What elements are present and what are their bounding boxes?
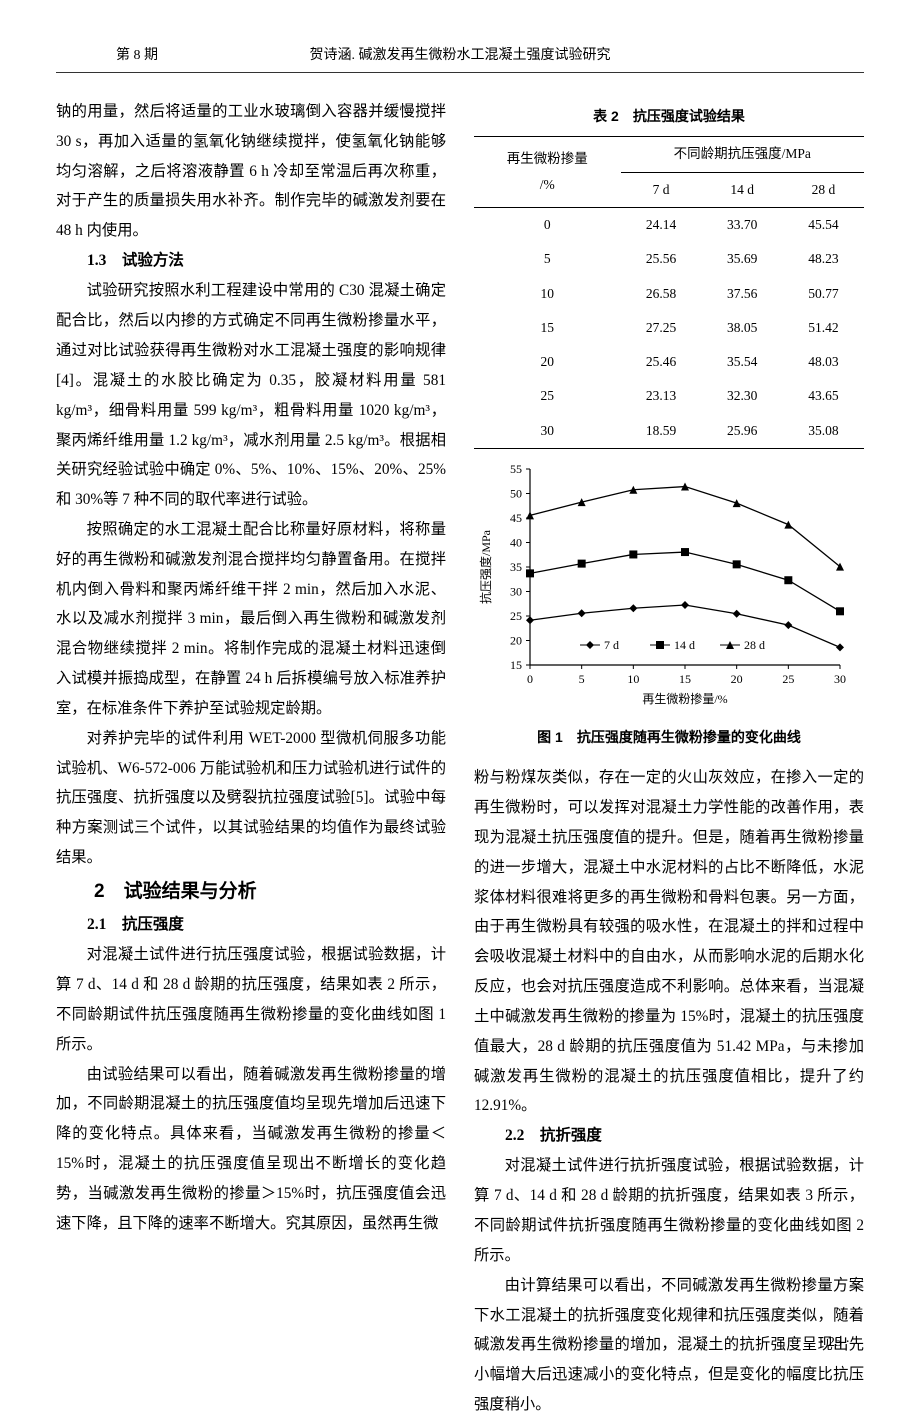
para-1: 钠的用量，然后将适量的工业水玻璃倒入容器并缓慢搅拌 30 s，再加入适量的氢氧化… — [56, 97, 446, 246]
table-row: 2523.1332.3043.65 — [474, 379, 864, 413]
para-6: 由试验结果可以看出，随着碱激发再生微粉掺量的增加，不同龄期混凝土的抗压强度值均呈… — [56, 1060, 446, 1239]
heading-2-1: 2.1 抗压强度 — [56, 910, 446, 940]
t2-col-7d: 7 d — [621, 172, 702, 207]
table-cell: 33.70 — [702, 207, 783, 242]
table-cell: 5 — [474, 242, 621, 276]
t2-head1b: /% — [540, 177, 555, 192]
table-2: 再生微粉掺量 /% 不同龄期抗压强度/MPa 7 d 14 d 28 d 024… — [474, 136, 864, 449]
table-cell: 20 — [474, 345, 621, 379]
table-cell: 25.56 — [621, 242, 702, 276]
table-cell: 48.03 — [783, 345, 864, 379]
figure-1: 15 20 25 30 35 40 45 50 55 0 5 10 15 20 25 30 再生微粉掺量/% 抗压… — [474, 459, 864, 720]
svg-text:抗压强度/MPa: 抗压强度/MPa — [478, 529, 493, 604]
header-spacer — [762, 44, 804, 64]
svg-text:20: 20 — [731, 672, 743, 686]
table-cell: 18.59 — [621, 414, 702, 449]
table-cell: 35.69 — [702, 242, 783, 276]
table-cell: 51.42 — [783, 311, 864, 345]
svg-text:5: 5 — [579, 672, 585, 686]
svg-text:再生微粉掺量/%: 再生微粉掺量/% — [642, 691, 727, 706]
left-column: 钠的用量，然后将适量的工业水玻璃倒入容器并缓慢搅拌 30 s，再加入适量的氢氧化… — [56, 97, 446, 1420]
table-row: 1527.2538.0551.42 — [474, 311, 864, 345]
table-cell: 48.23 — [783, 242, 864, 276]
table-row: 2025.4635.5448.03 — [474, 345, 864, 379]
table-row: 024.1433.7045.54 — [474, 207, 864, 242]
t2-head2: 不同龄期抗压强度/MPa — [621, 137, 865, 172]
svg-text:25: 25 — [782, 672, 794, 686]
table-row: 525.5635.6948.23 — [474, 242, 864, 276]
table-cell: 32.30 — [702, 379, 783, 413]
para-r3: 由计算结果可以看出，不同碱激发再生微粉掺量方案下水工混凝土的抗折强度变化规律和抗… — [474, 1271, 864, 1420]
svg-text:10: 10 — [627, 672, 639, 686]
para-r2: 对混凝土试件进行抗折强度试验，根据试验数据，计算 7 d、14 d 和 28 d… — [474, 1151, 864, 1270]
t2-head1a: 再生微粉掺量 — [507, 151, 588, 166]
chart-svg: 15 20 25 30 35 40 45 50 55 0 5 10 15 20 25 30 再生微粉掺量/% 抗压… — [474, 459, 854, 709]
page-number: · 25 · — [820, 1335, 850, 1351]
svg-text:35: 35 — [510, 560, 522, 574]
heading-1-3: 1.3 试验方法 — [56, 246, 446, 276]
para-5: 对混凝土试件进行抗压强度试验，根据试验数据，计算 7 d、14 d 和 28 d… — [56, 940, 446, 1059]
header-issue: 第 8 期 — [116, 44, 158, 64]
table-cell: 24.14 — [621, 207, 702, 242]
t2-col-28d: 28 d — [783, 172, 864, 207]
table-cell: 25.46 — [621, 345, 702, 379]
table-cell: 38.05 — [702, 311, 783, 345]
table-row: 1026.5837.5650.77 — [474, 277, 864, 311]
svg-text:0: 0 — [527, 672, 533, 686]
content-columns: 钠的用量，然后将适量的工业水玻璃倒入容器并缓慢搅拌 30 s，再加入适量的氢氧化… — [0, 73, 920, 1420]
table2-title: 表 2 抗压强度试验结果 — [474, 103, 864, 130]
fig1-caption: 图 1 抗压强度随再生微粉掺量的变化曲线 — [474, 724, 864, 751]
svg-text:15: 15 — [679, 672, 691, 686]
svg-text:20: 20 — [510, 634, 522, 648]
table-cell: 27.25 — [621, 311, 702, 345]
para-2: 试验研究按照水利工程建设中常用的 C30 混凝土确定配合比，然后以内掺的方式确定… — [56, 276, 446, 515]
table-cell: 35.54 — [702, 345, 783, 379]
table-cell: 25.96 — [702, 414, 783, 449]
t2-col-14d: 14 d — [702, 172, 783, 207]
table-cell: 35.08 — [783, 414, 864, 449]
table-cell: 23.13 — [621, 379, 702, 413]
svg-text:15: 15 — [510, 658, 522, 672]
table-row: 3018.5925.9635.08 — [474, 414, 864, 449]
svg-text:28 d: 28 d — [744, 638, 765, 652]
table-cell: 45.54 — [783, 207, 864, 242]
page-header: 第 8 期 贺诗涵. 碱激发再生微粉水工混凝土强度试验研究 — [56, 0, 864, 73]
table-cell: 15 — [474, 311, 621, 345]
table-cell: 25 — [474, 379, 621, 413]
svg-text:25: 25 — [510, 609, 522, 623]
svg-text:7 d: 7 d — [604, 638, 619, 652]
svg-text:30: 30 — [834, 672, 846, 686]
svg-text:45: 45 — [510, 511, 522, 525]
header-title: 贺诗涵. 碱激发再生微粉水工混凝土强度试验研究 — [310, 44, 611, 64]
table-cell: 0 — [474, 207, 621, 242]
svg-text:50: 50 — [510, 487, 522, 501]
table-cell: 37.56 — [702, 277, 783, 311]
table-cell: 30 — [474, 414, 621, 449]
table-cell: 10 — [474, 277, 621, 311]
para-3: 按照确定的水工混凝土配合比称量好原材料，将称量好的再生微粉和碱激发剂混合搅拌均匀… — [56, 515, 446, 724]
svg-text:55: 55 — [510, 462, 522, 476]
heading-2: 2 试验结果与分析 — [56, 873, 446, 910]
svg-text:30: 30 — [510, 585, 522, 599]
heading-2-2: 2.2 抗折强度 — [474, 1121, 864, 1151]
svg-text:14 d: 14 d — [674, 638, 695, 652]
table-cell: 50.77 — [783, 277, 864, 311]
para-r1: 粉与粉煤灰类似，存在一定的火山灰效应，在掺入一定的再生微粉时，可以发挥对混凝土力… — [474, 763, 864, 1121]
svg-text:40: 40 — [510, 536, 522, 550]
right-column: 表 2 抗压强度试验结果 再生微粉掺量 /% 不同龄期抗压强度/MPa 7 d … — [474, 97, 864, 1420]
table-cell: 26.58 — [621, 277, 702, 311]
table-cell: 43.65 — [783, 379, 864, 413]
para-4: 对养护完毕的试件利用 WET-2000 型微机伺服多功能试验机、W6-572-0… — [56, 724, 446, 873]
